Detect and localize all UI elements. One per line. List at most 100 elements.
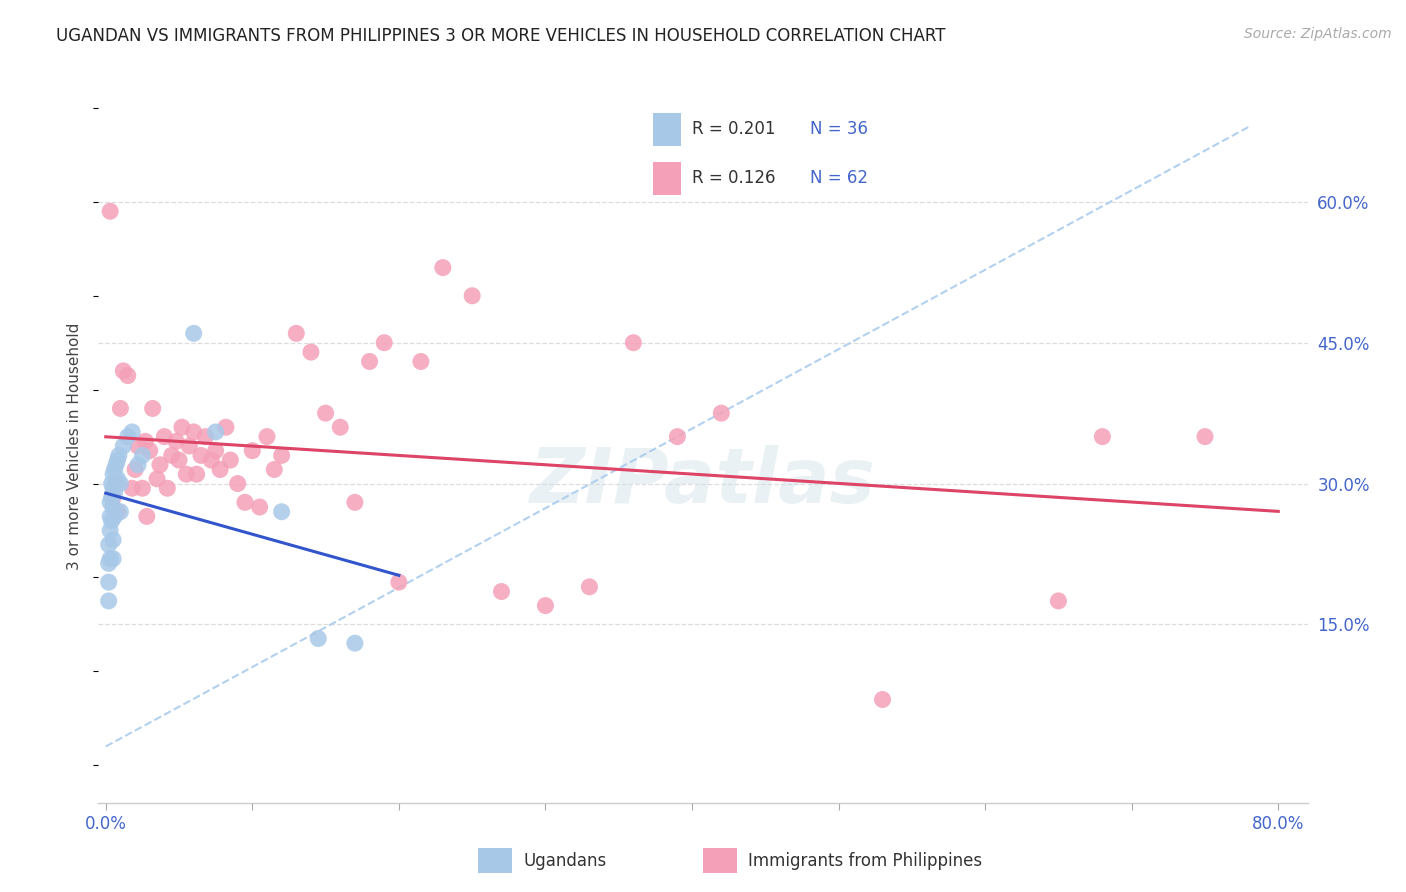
Point	[359, 354, 381, 368]
Point	[710, 406, 733, 420]
Point	[121, 425, 143, 439]
Point	[226, 476, 249, 491]
Point	[209, 462, 232, 476]
Point	[160, 449, 183, 463]
Point	[204, 443, 226, 458]
Point	[101, 481, 124, 495]
Point	[121, 481, 143, 495]
Point	[98, 495, 121, 509]
Point	[156, 481, 179, 495]
Point	[101, 500, 124, 514]
Point	[666, 429, 689, 443]
Point	[233, 495, 256, 509]
Point	[190, 449, 212, 463]
Point	[240, 443, 263, 458]
Y-axis label: 3 or more Vehicles in Household: 3 or more Vehicles in Household	[67, 322, 83, 570]
Point	[101, 491, 124, 505]
Point	[117, 429, 139, 443]
Point	[329, 420, 352, 434]
Text: ZIPatlas: ZIPatlas	[530, 445, 876, 518]
Point	[215, 420, 238, 434]
Text: Immigrants from Philippines: Immigrants from Philippines	[748, 852, 983, 870]
Point	[170, 420, 193, 434]
Point	[107, 505, 129, 519]
Point	[263, 462, 285, 476]
Point	[204, 425, 226, 439]
Point	[578, 580, 600, 594]
Point	[138, 443, 160, 458]
Text: UGANDAN VS IMMIGRANTS FROM PHILIPPINES 3 OR MORE VEHICLES IN HOUSEHOLD CORRELATI: UGANDAN VS IMMIGRANTS FROM PHILIPPINES 3…	[56, 27, 946, 45]
Point	[103, 509, 125, 524]
Point	[127, 458, 149, 472]
Point	[142, 401, 165, 416]
Point	[100, 514, 122, 528]
Point	[307, 632, 329, 646]
Point	[194, 429, 217, 443]
Point	[176, 467, 198, 482]
Point	[110, 505, 132, 519]
Point	[249, 500, 271, 514]
Point	[409, 354, 432, 368]
Point	[103, 462, 125, 476]
Point	[131, 449, 153, 463]
Point	[219, 453, 242, 467]
Point	[127, 439, 149, 453]
Point	[131, 481, 153, 495]
Point	[373, 335, 395, 350]
Point	[100, 491, 122, 505]
Text: N = 62: N = 62	[810, 169, 868, 187]
Point	[1091, 429, 1114, 443]
Point	[117, 368, 139, 383]
Point	[124, 462, 146, 476]
Point	[270, 449, 292, 463]
Point	[134, 434, 156, 449]
Point	[270, 505, 292, 519]
Point	[167, 453, 190, 467]
Point	[105, 458, 128, 472]
Point	[1194, 429, 1216, 443]
Point	[183, 326, 205, 341]
Bar	[703, 848, 737, 873]
Point	[299, 345, 322, 359]
Text: R = 0.126: R = 0.126	[692, 169, 775, 187]
Point	[461, 289, 484, 303]
Point	[110, 476, 132, 491]
Point	[105, 476, 128, 491]
Point	[101, 551, 124, 566]
Point	[872, 692, 894, 706]
Point	[103, 486, 125, 500]
Point	[179, 439, 201, 453]
Point	[1047, 594, 1070, 608]
Bar	[654, 112, 681, 145]
Point	[200, 453, 222, 467]
Point	[183, 425, 205, 439]
Point	[149, 458, 172, 472]
Point	[165, 434, 187, 449]
Point	[135, 509, 157, 524]
Point	[153, 429, 176, 443]
Point	[98, 204, 121, 219]
Point	[100, 476, 122, 491]
Point	[315, 406, 337, 420]
Text: Source: ZipAtlas.com: Source: ZipAtlas.com	[1244, 27, 1392, 41]
Point	[343, 495, 366, 509]
Point	[108, 449, 131, 463]
Point	[107, 472, 129, 486]
Point	[534, 599, 557, 613]
Point	[621, 335, 644, 350]
Point	[105, 476, 128, 491]
Point	[98, 551, 121, 566]
Point	[146, 472, 169, 486]
Point	[110, 401, 132, 416]
Point	[101, 467, 124, 482]
Point	[112, 364, 135, 378]
Point	[491, 584, 513, 599]
Point	[97, 594, 120, 608]
Point	[97, 575, 120, 590]
Point	[343, 636, 366, 650]
Point	[186, 467, 208, 482]
Point	[97, 538, 120, 552]
Point	[107, 453, 129, 467]
Point	[97, 557, 120, 571]
Point	[98, 509, 121, 524]
